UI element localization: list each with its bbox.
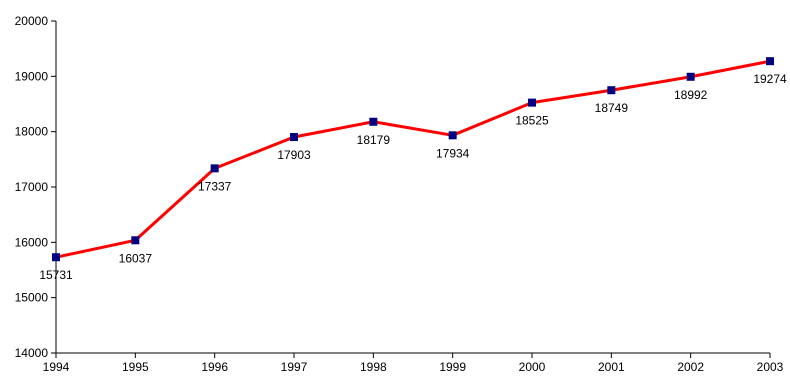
- data-point: [607, 86, 616, 95]
- data-point: [528, 98, 536, 107]
- data-label: 19274: [753, 72, 787, 86]
- data-labels: 15731 16037 17337 17903 18179 17934 18525 18749…: [39, 72, 787, 282]
- data-label: 17934: [436, 146, 470, 160]
- x-tick-label: 1996: [201, 360, 228, 374]
- data-label: 16037: [119, 251, 153, 265]
- data-point: [210, 164, 219, 173]
- x-tick-label: 1995: [122, 360, 149, 374]
- data-point: [131, 236, 140, 245]
- x-tick-label: 2000: [519, 360, 546, 374]
- data-point: [369, 117, 378, 126]
- data-label: 17337: [198, 179, 232, 193]
- y-tick-label: 16000: [15, 235, 49, 249]
- x-tick-label: 1999: [439, 360, 466, 374]
- data-point: [52, 253, 60, 262]
- x-tick-label: 1997: [281, 360, 308, 374]
- y-tick-label: 18000: [15, 125, 49, 139]
- x-tick-label: 1994: [43, 360, 70, 374]
- y-axis-ticks: 14000 15000 16000 17000 18000 19000 20000: [15, 14, 56, 360]
- data-point: [448, 131, 457, 140]
- x-tick-label: 2001: [598, 360, 625, 374]
- x-tick-label: 1998: [360, 360, 387, 374]
- y-tick-label: 17000: [15, 180, 49, 194]
- data-label: 15731: [39, 268, 73, 282]
- series-line: [55, 59, 771, 259]
- y-tick-label: 14000: [15, 346, 49, 360]
- x-tick-label: 2003: [757, 360, 784, 374]
- data-label: 18179: [357, 133, 391, 147]
- y-tick-label: 19000: [15, 69, 49, 83]
- data-point: [290, 133, 298, 142]
- data-point: [766, 57, 774, 66]
- data-label: 18992: [674, 88, 708, 102]
- x-tick-label: 2002: [677, 360, 704, 374]
- y-tick-label: 15000: [15, 291, 49, 305]
- data-markers: [52, 57, 774, 262]
- x-axis-ticks: 1994 1995 1996 1997 1998 1999 2000 2001 2002 2003: [43, 353, 784, 374]
- y-tick-label: 20000: [15, 14, 49, 28]
- data-label: 17903: [277, 148, 311, 162]
- data-label: 18525: [515, 114, 549, 128]
- data-point: [686, 72, 695, 81]
- data-label: 18749: [595, 101, 629, 115]
